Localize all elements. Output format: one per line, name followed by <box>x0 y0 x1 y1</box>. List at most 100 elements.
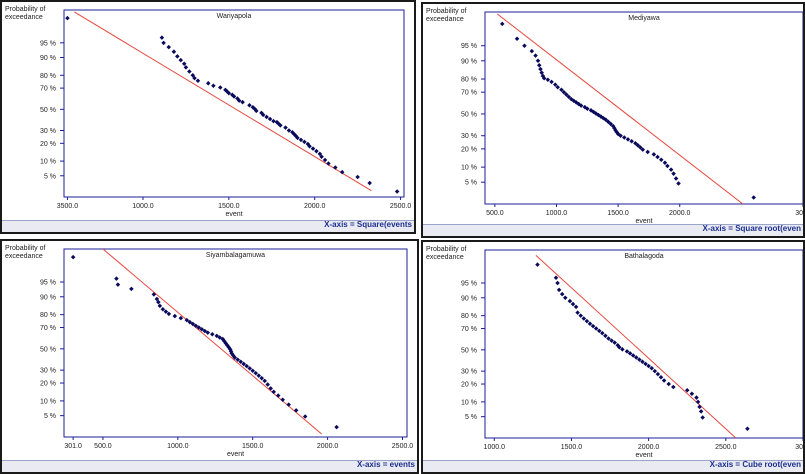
y-tick-label: 20 % <box>461 146 477 153</box>
data-point <box>334 424 339 430</box>
data-point <box>178 57 184 63</box>
probability-plot-siyambalagamuwa: Probability of exceedance Siyambalagamuwa 9… <box>5 245 414 458</box>
chart-title: Siyambalagamuwa <box>206 252 265 259</box>
y-tick-label: 5 % <box>465 414 477 421</box>
y-axis-label-line: Probability of <box>5 245 46 252</box>
data-point <box>339 169 345 175</box>
data-point <box>250 368 255 373</box>
chart-panel-siyambalagamuwa: Probability of exceedance Siyambalagamuwa 9… <box>0 239 419 474</box>
data-point <box>609 338 614 343</box>
data-point <box>211 83 216 89</box>
data-point <box>271 389 276 395</box>
x-tick-label: 2500.0 <box>390 203 412 210</box>
x-tick-label: 301.0 <box>64 443 82 450</box>
y-tick-label: 50 % <box>461 347 477 354</box>
data-point <box>617 345 622 350</box>
data-point <box>367 180 372 186</box>
data-point <box>256 373 261 378</box>
x-axis-label: event <box>635 452 652 459</box>
data-point <box>129 286 134 292</box>
data-point <box>214 333 220 339</box>
y-tick-label: 70 % <box>461 90 477 97</box>
y-tick-label: 10 % <box>40 398 56 405</box>
trend-line <box>74 11 372 192</box>
data-point <box>156 299 161 305</box>
x-tick-label: 2000.0 <box>669 210 691 217</box>
y-tick-label: 95 % <box>40 280 56 287</box>
x-tick-label: 1000.0 <box>546 210 568 217</box>
y-tick-label: 70 % <box>461 326 477 333</box>
y-axis-label: Probability of exceedance <box>5 6 46 21</box>
y-tick-label: 90 % <box>40 294 56 301</box>
x-axis-label: event <box>635 218 652 225</box>
data-point <box>171 49 177 54</box>
x-axis-note: X-axis = Square root(even <box>702 224 801 233</box>
y-tick-label: 80 % <box>461 313 477 320</box>
data-point <box>307 144 312 149</box>
data-point <box>187 69 192 74</box>
y-axis-label-line: exceedance <box>426 16 464 23</box>
y-axis-label-line: Probability of <box>426 8 467 15</box>
data-point <box>293 408 299 413</box>
y-axis-label-line: Probability of <box>426 246 467 253</box>
data-point <box>195 78 201 84</box>
data-point <box>298 137 304 143</box>
x-axis-label: event <box>227 451 244 458</box>
y-tick-label: 50 % <box>40 107 56 114</box>
x-tick-label: 3500.0 <box>57 203 79 210</box>
x-tick-label: 2500.0 <box>392 443 414 450</box>
data-point <box>280 397 285 403</box>
data-point <box>561 89 567 95</box>
y-tick-label: 30 % <box>461 133 477 140</box>
data-point <box>593 326 599 331</box>
data-point <box>499 21 505 27</box>
data-point <box>199 326 205 332</box>
chart-panel-bathalagoda: Probability of exceedance Bathalagoda 95 % 9… <box>421 240 805 474</box>
x-axis-note: X-axis = events <box>356 460 415 469</box>
y-tick-label: 80 % <box>461 77 477 84</box>
x-axis-note: X-axis = Square(events <box>324 220 412 229</box>
y-tick-label: 90 % <box>40 55 56 62</box>
x-tick-label: 3000 <box>795 210 803 217</box>
trend-line <box>102 249 322 435</box>
data-point <box>333 165 338 170</box>
data-point <box>254 108 259 114</box>
data-point <box>283 125 288 130</box>
data-point <box>226 90 232 96</box>
x-tick-label: 1000.0 <box>132 203 154 210</box>
x-tick-label: 1500.0 <box>607 210 629 217</box>
chart-title: Wariyapola <box>217 13 252 20</box>
chart-panel-mediyawa: Probability of exceedance Mediyawa 95 % 90 %… <box>421 2 805 238</box>
y-axis-label-line: exceedance <box>5 14 43 21</box>
data-point <box>634 355 639 360</box>
data-point <box>668 167 674 172</box>
data-point <box>545 77 551 83</box>
footer-bar: X-axis = Square(events <box>2 220 414 232</box>
x-tick-label: 1000.0 <box>484 444 506 451</box>
x-axis-note: X-axis = Cube root(even <box>709 460 801 469</box>
y-tick-label: 20 % <box>40 381 56 388</box>
chart-title: Bathalagoda <box>624 253 663 260</box>
data-point <box>193 323 199 329</box>
x-tick-label: 1500.0 <box>242 443 264 450</box>
trend-line <box>535 254 737 438</box>
data-point <box>606 336 611 341</box>
data-point <box>317 151 323 157</box>
y-tick-label: 5 % <box>465 180 477 187</box>
data-point <box>159 35 165 40</box>
y-axis-label-line: exceedance <box>5 253 43 260</box>
y-axis-label: Probability of exceedance <box>426 8 467 23</box>
y-tick-label: 30 % <box>40 368 56 375</box>
plot-area <box>63 248 408 438</box>
data-point <box>666 381 671 387</box>
plot-area <box>63 9 405 198</box>
data-point <box>264 114 269 120</box>
data-point <box>286 402 291 407</box>
data-point <box>658 157 664 162</box>
y-axis-label: Probability of exceedance <box>426 246 467 261</box>
data-point <box>183 65 189 70</box>
y-tick-label: 5 % <box>44 173 56 180</box>
data-point <box>635 143 641 148</box>
data-point <box>578 313 583 318</box>
x-tick-label: 2500.0 <box>715 444 737 451</box>
